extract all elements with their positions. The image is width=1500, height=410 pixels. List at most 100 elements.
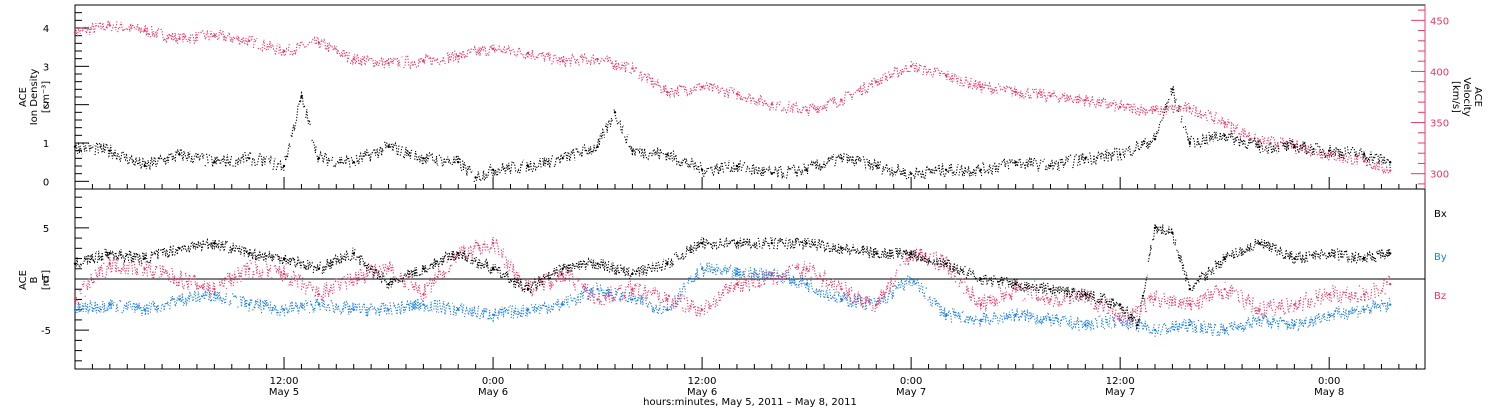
by-series-point: [666, 308, 669, 311]
bx-series-point: [1014, 282, 1017, 286]
by-series-point: [1328, 313, 1331, 316]
velocity-series-point: [1362, 160, 1366, 163]
density-series-point: [317, 157, 321, 160]
by-series-point: [1389, 303, 1392, 306]
density-axis-label-line2: Ion Density: [29, 69, 40, 126]
bz-series-point: [1014, 288, 1017, 291]
bz-series-point: [73, 298, 77, 301]
bx-series-point: [1049, 288, 1052, 291]
bz-series-point: [387, 267, 390, 270]
bz-series-point: [1188, 303, 1192, 306]
velocity-series-point: [735, 92, 739, 96]
bx-series-point: [317, 267, 321, 270]
bx-series-point: [1328, 252, 1331, 255]
velocity-series-point: [840, 98, 843, 102]
velocity-axis-label-line2: Velocity: [1461, 77, 1472, 116]
bx-series-point: [1293, 257, 1296, 260]
velocity-series-point: [1119, 106, 1122, 109]
bx-series-point: [282, 257, 286, 260]
velocity-series-point: [317, 41, 321, 44]
by-series-point: [352, 308, 355, 311]
velocity-series-point: [909, 65, 913, 68]
density-tick-label: 0: [43, 177, 49, 188]
bx-series-point: [770, 242, 773, 245]
density-series-point: [1258, 145, 1261, 148]
velocity-series-point: [700, 85, 704, 89]
density-series-point: [1014, 161, 1017, 164]
density-series-point: [1188, 141, 1192, 145]
density-tick-label: 2: [43, 101, 49, 112]
bx-series-point: [596, 262, 599, 265]
time-tick-label: 0:00: [1318, 376, 1340, 387]
by-series-point: [1362, 308, 1366, 311]
bz-series-point: [1328, 293, 1331, 296]
by-series-point: [840, 298, 843, 301]
density-series-point: [300, 95, 303, 99]
bz-series-point: [352, 277, 355, 281]
bz-series-point: [631, 288, 634, 291]
velocity-series-point: [666, 90, 669, 94]
bfield-legend: Bx By Bz: [1434, 209, 1447, 302]
bx-series-point: [1084, 293, 1087, 296]
bz-series-point: [491, 242, 495, 245]
time-tick-label: 0:00: [900, 376, 922, 387]
density-series-point: [213, 161, 216, 164]
by-series-point: [561, 303, 564, 306]
density-series-point: [178, 153, 181, 156]
bz-series-point: [979, 303, 982, 306]
by-series-point: [805, 282, 808, 286]
velocity-series-point: [1223, 121, 1226, 124]
velocity-axis-ticks: 300 350 400 450: [1411, 5, 1449, 189]
bz-series-point: [596, 298, 599, 301]
density-series-point: [1293, 145, 1296, 148]
by-series-point: [143, 308, 146, 311]
velocity-tick-label: 300: [1430, 170, 1449, 181]
density-series-point: [474, 176, 477, 179]
density-series-point: [457, 161, 460, 164]
density-series-point: [666, 153, 669, 156]
by-series-point: [1258, 318, 1261, 322]
density-series: [74, 85, 1391, 183]
bx-series-point: [526, 288, 530, 291]
by-series-point: [735, 272, 739, 276]
bz-series-point: [317, 293, 321, 296]
bx-series-point: [213, 242, 216, 245]
velocity-series: [75, 20, 1391, 175]
bz-series-point: [840, 288, 843, 291]
bx-series-point: [909, 252, 913, 255]
density-series-point: [631, 149, 634, 152]
bx-series-point: [944, 262, 948, 265]
bz-series-point: [735, 282, 739, 286]
density-series-point: [1223, 134, 1226, 137]
velocity-tick-label: 450: [1430, 16, 1449, 27]
bz-series-point: [1223, 288, 1226, 291]
legend-bx: Bx: [1434, 209, 1447, 220]
velocity-series-point: [770, 103, 773, 106]
bx-series-point: [561, 267, 564, 270]
bz-series-point: [700, 308, 704, 311]
bz-series-point: [1293, 303, 1296, 306]
by-series-point: [1153, 328, 1157, 332]
density-series-point: [1389, 161, 1392, 164]
density-series-point: [352, 161, 355, 164]
by-series-point: [457, 308, 460, 311]
by-series-point: [909, 277, 913, 281]
density-series-point: [422, 157, 425, 160]
bx-series-point: [1153, 226, 1157, 230]
velocity-series-point: [422, 60, 425, 63]
velocity-series-point: [805, 109, 808, 112]
by-series-point: [178, 298, 181, 301]
velocity-series-point: [1084, 98, 1087, 102]
bz-series-point: [213, 288, 216, 291]
velocity-axis-label-line3: [km/s]: [1450, 81, 1461, 113]
velocity-series-point: [979, 85, 982, 89]
velocity-series-point: [248, 39, 251, 42]
density-tick-label: 4: [43, 24, 49, 35]
density-series-point: [700, 168, 704, 171]
velocity-series-point: [875, 80, 878, 83]
date-tick-label: May 8: [1314, 387, 1344, 398]
bx-series-point: [1171, 231, 1174, 235]
bx-series-point: [875, 252, 878, 255]
density-series-point: [1328, 149, 1331, 152]
